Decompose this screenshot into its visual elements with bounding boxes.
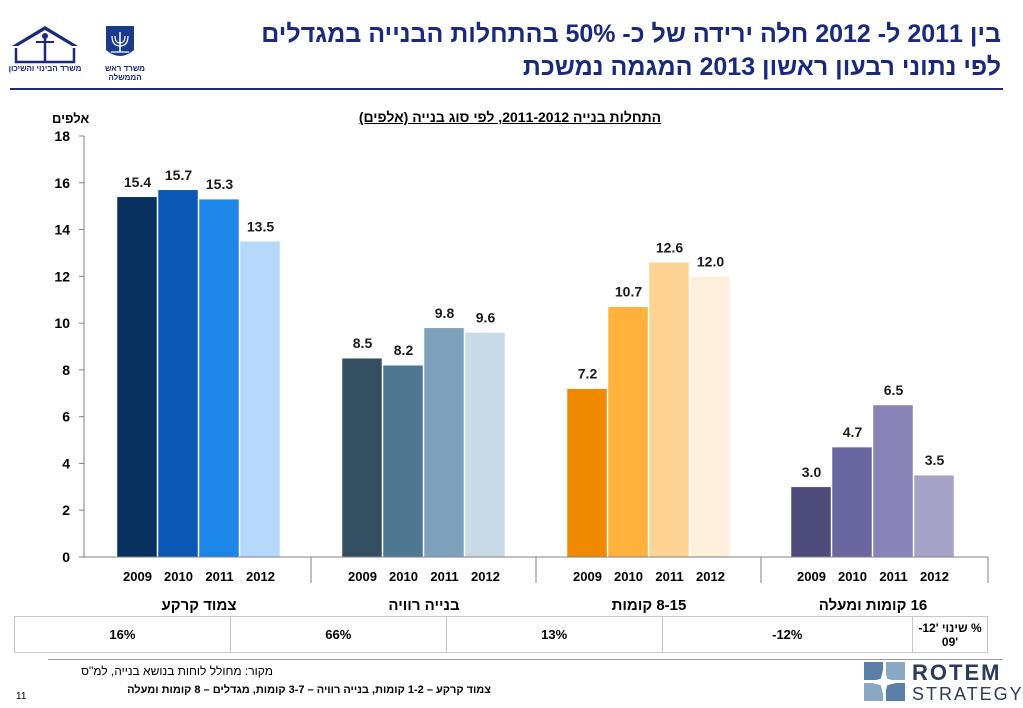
bar (341, 357, 383, 558)
title-line-1: בין 2011 ל- 2012 חלה ירידה של כ- 50% בהת… (261, 20, 1001, 48)
change-value-group-1: -12% (661, 616, 914, 653)
bar-value-label: 3.5 (925, 452, 945, 468)
y-tick-label: 14 (54, 222, 70, 238)
pm-office-emblem-icon (106, 26, 134, 56)
x-year-label: 2010 (164, 569, 193, 584)
x-year-label: 2012 (696, 569, 725, 584)
x-year-label: 2011 (430, 569, 458, 584)
x-year-label: 2011 (205, 569, 233, 584)
x-year-label: 2009 (573, 569, 602, 584)
bar-value-label: 15.3 (206, 176, 233, 192)
chart-title: התחלות בנייה 2011-2012, לפי סוג בנייה (א… (358, 109, 662, 125)
housing-ministry-caption: משרד הבינוי והשיכון (8, 64, 82, 73)
x-year-label: 2012 (920, 569, 949, 584)
bar (566, 388, 608, 558)
bar-value-label: 15.7 (165, 167, 192, 183)
bar-value-label: 7.2 (578, 366, 598, 382)
bar (423, 327, 465, 558)
title-divider (10, 88, 1003, 90)
x-year-label: 2010 (838, 569, 867, 584)
x-year-label: 2010 (614, 569, 643, 584)
bar-chart: 0 2 4 6 8 10 12 14 16 18 15.4 15.7 15.3 13.5 8.5 8.2 9.… (54, 128, 989, 614)
bar (464, 332, 506, 558)
change-value-group-4: 16% (14, 616, 231, 653)
y-tick-label: 6 (62, 409, 70, 425)
y-axis: 0 2 4 6 8 10 12 14 16 18 (54, 128, 85, 565)
definitions-footnote: צמוד קרקע – 1-2 קומות, בנייה רוויה – 3-7… (127, 684, 491, 696)
bar (116, 196, 158, 558)
x-year-label: 2010 (389, 569, 418, 584)
bar (198, 198, 240, 558)
x-year-label: 2011 (879, 569, 907, 584)
change-row-header: % שינוי '12-'09 (912, 616, 988, 653)
x-year-label: 2009 (348, 569, 377, 584)
bar-value-label: 13.5 (247, 218, 274, 234)
y-tick-label: 2 (62, 502, 70, 518)
x-year-label: 2012 (246, 569, 275, 584)
bar (831, 446, 873, 558)
bar (689, 276, 731, 558)
y-tick-label: 18 (54, 128, 70, 144)
rotem-logo-icon (864, 662, 905, 701)
bar-value-label: 3.0 (802, 464, 822, 480)
pm-office-caption: משרד ראש הממשלה (104, 64, 145, 82)
x-axis: 2009 2010 2011 2012 צמוד קרקע 2009 2010 2011 201… (84, 556, 989, 614)
x-year-label: 2009 (797, 569, 826, 584)
brand-name: ROTEM (912, 660, 1002, 685)
change-value-group-2: 13% (445, 616, 663, 653)
source-note: מקור: מחולל לוחות בנושא בנייה, למ"ס (81, 664, 273, 678)
group-label: 16 קומות ומעלה (819, 597, 928, 614)
page-number: 11 (16, 691, 27, 702)
bar (239, 241, 281, 558)
bar-value-label: 10.7 (615, 284, 642, 300)
y-tick-label: 0 (62, 549, 70, 565)
brand-subtitle: STRATEGY (912, 684, 1023, 704)
x-year-label: 2012 (471, 569, 500, 584)
y-tick-label: 10 (54, 315, 70, 331)
group-label: בנייה רוויה (388, 597, 460, 614)
footer-divider (48, 659, 1003, 660)
bar-value-label: 9.6 (476, 309, 496, 325)
housing-ministry-logo-icon (12, 26, 78, 64)
bar (872, 404, 914, 558)
bar (648, 262, 690, 558)
bar-value-label: 6.5 (884, 382, 904, 398)
title-line-2: לפי נתוני רבעון ראשון 2013 המגמה נמשכת (522, 53, 1001, 81)
y-tick-label: 16 (54, 175, 70, 191)
slide-title: בין 2011 ל- 2012 חלה ירידה של כ- 50% בהת… (181, 18, 1001, 84)
y-tick-label: 12 (54, 268, 70, 284)
bar (382, 364, 424, 558)
y-tick-label: 8 (62, 362, 70, 378)
group-label: 8-15 קומות (612, 597, 687, 614)
bar-value-label: 4.7 (843, 424, 863, 440)
bars: 15.4 15.7 15.3 13.5 8.5 8.2 9.8 9.6 7.2 10.7 12.6 1… (116, 167, 955, 558)
bar (913, 474, 955, 558)
x-year-label: 2009 (123, 569, 152, 584)
x-year-label: 2011 (655, 569, 683, 584)
change-table: 16% 66% 13% -12% % שינוי '12-'09 (14, 616, 988, 653)
bar-value-label: 8.2 (394, 342, 414, 358)
bar-value-label: 9.8 (435, 305, 455, 321)
change-value-group-3: 66% (229, 616, 447, 653)
bar-value-label: 8.5 (353, 335, 373, 351)
bar-value-label: 12.6 (656, 239, 683, 255)
bar (157, 189, 199, 558)
change-table-row: 16% 66% 13% -12% % שינוי '12-'09 (14, 616, 988, 653)
bar-value-label: 12.0 (697, 253, 724, 269)
bar (790, 486, 832, 558)
bar (607, 306, 649, 558)
y-tick-label: 4 (62, 455, 70, 471)
bar-value-label: 15.4 (124, 174, 151, 190)
group-label: צמוד קרקע (162, 597, 237, 614)
y-axis-unit-label: אלפים (52, 111, 90, 126)
